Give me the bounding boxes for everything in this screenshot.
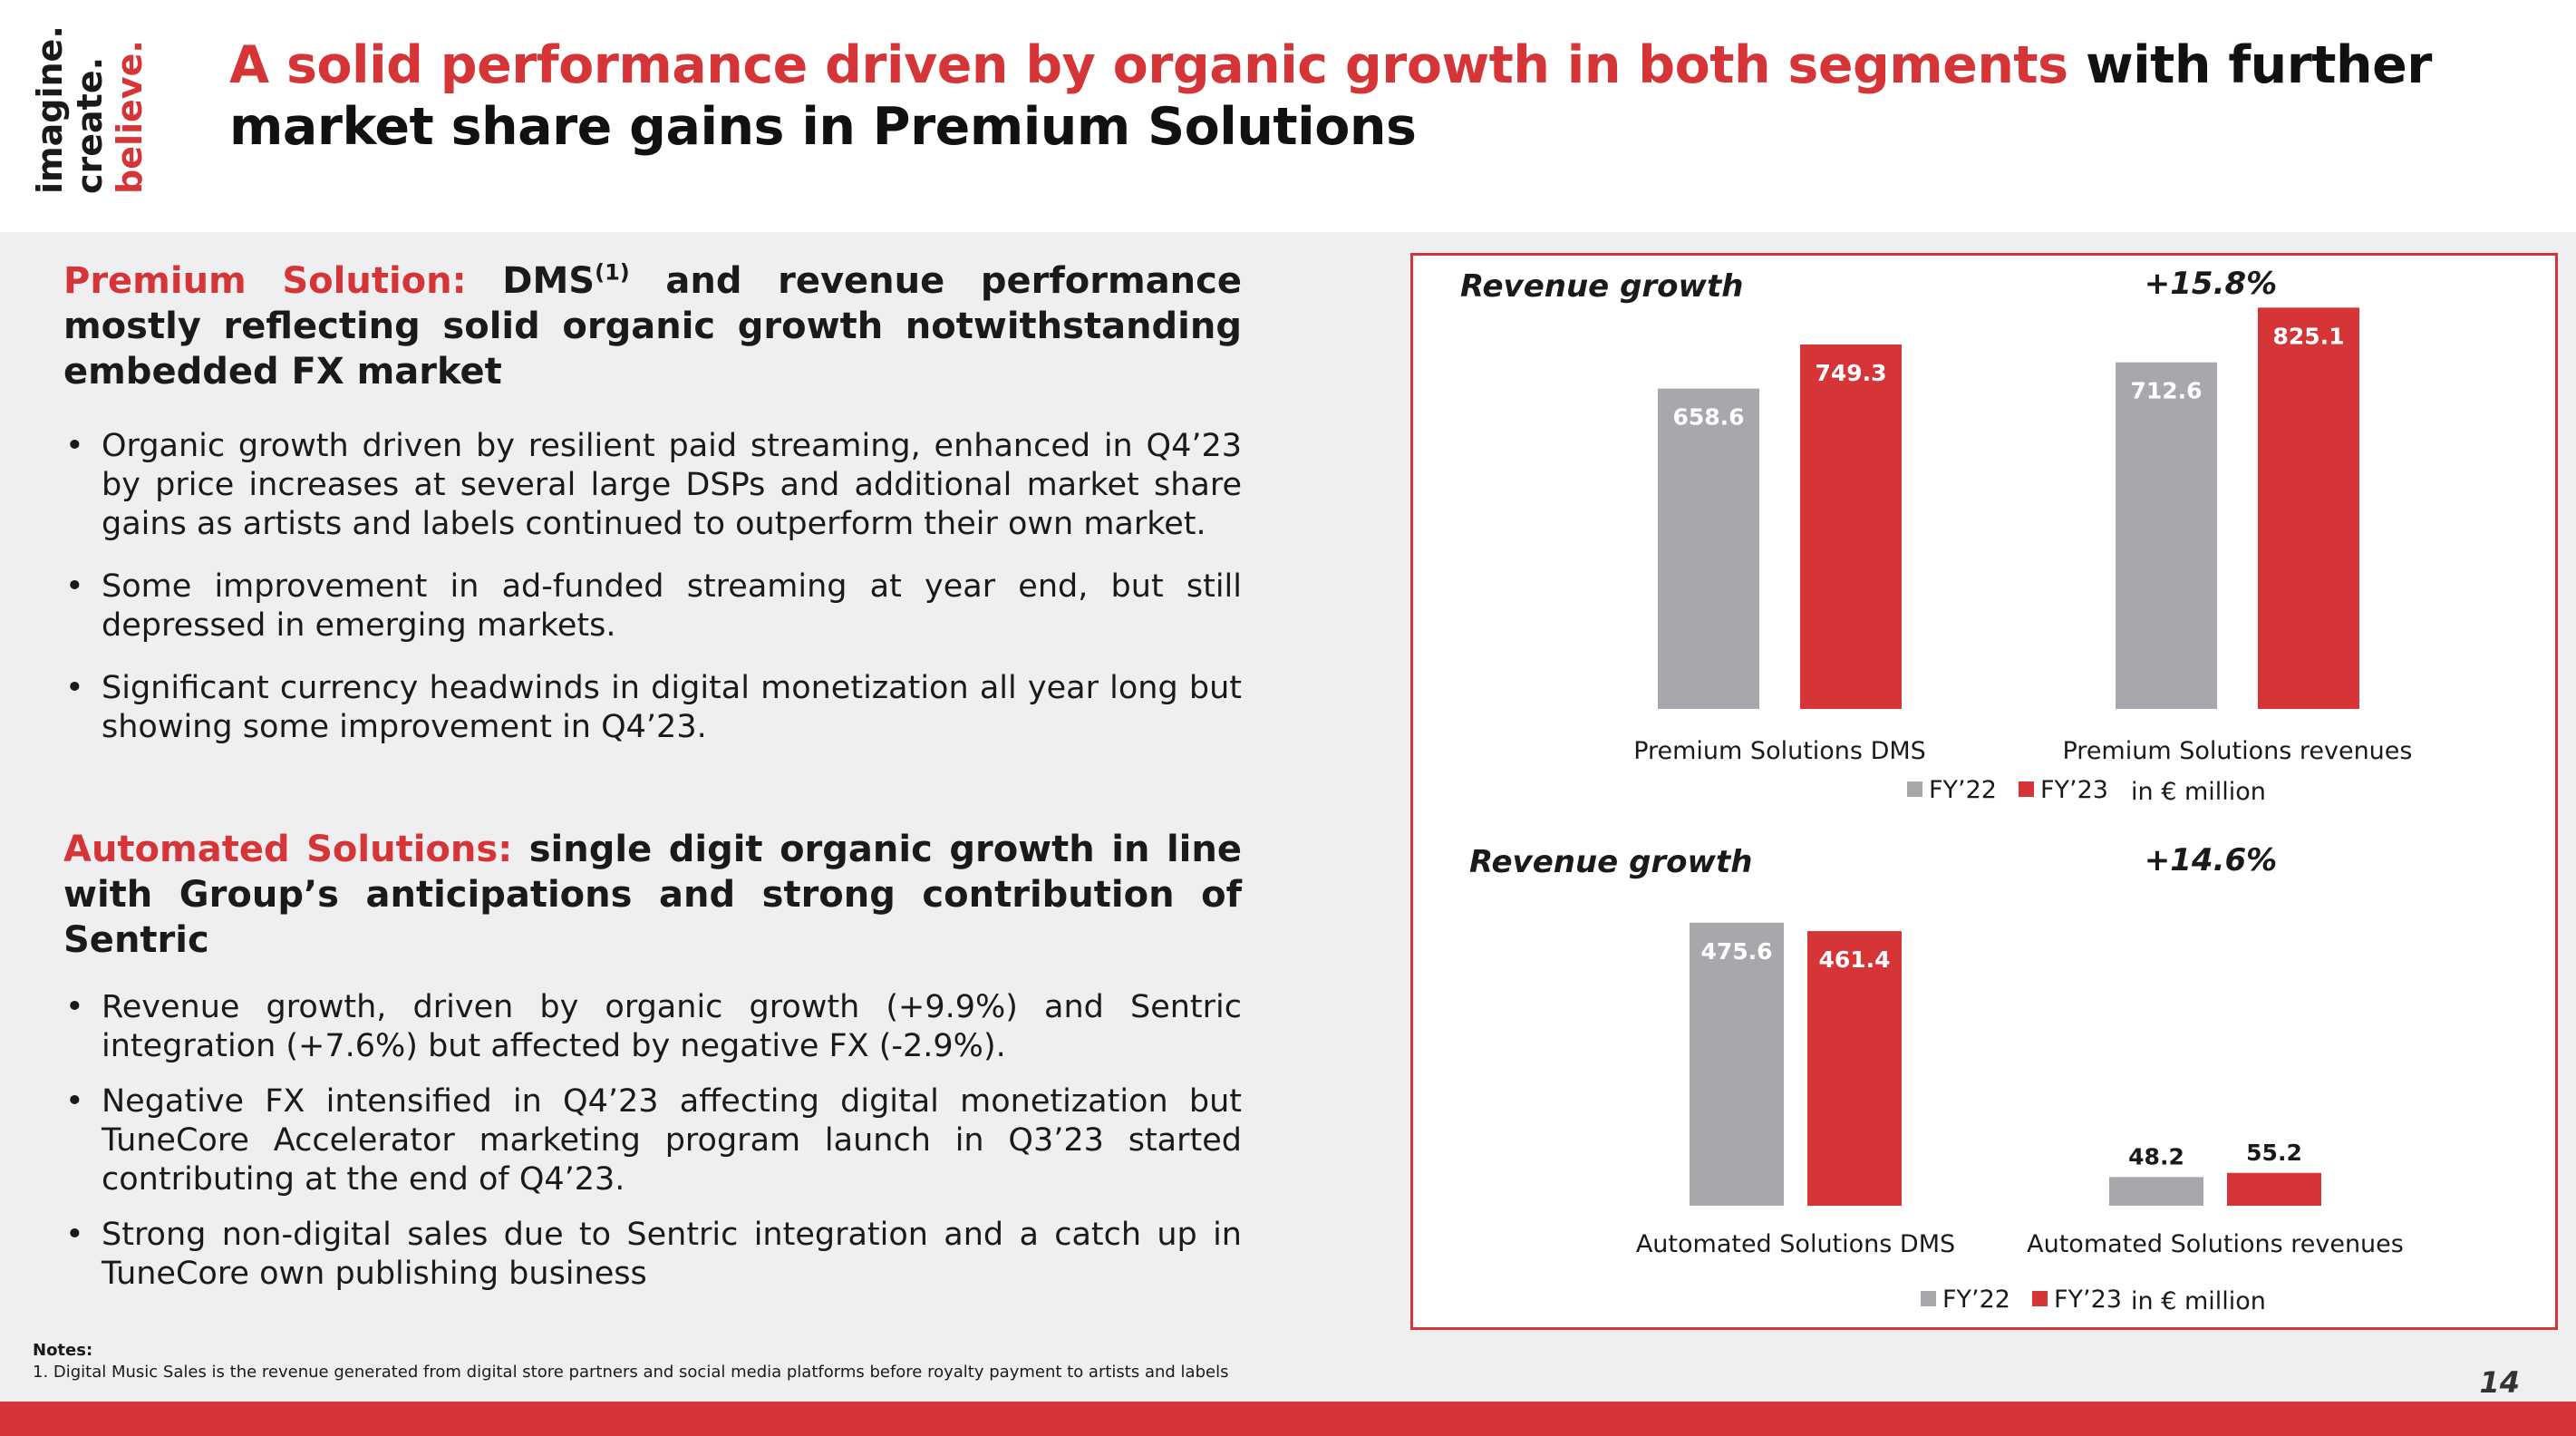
note-item: 1. Digital Music Sales is the revenue ge… (33, 1363, 1229, 1382)
legend-label: FY’23 (2054, 1286, 2122, 1314)
commentary-panel: Premium Solution: DMS(1) and revenue per… (63, 258, 1242, 1294)
list-item: • Significant currency headwinds in digit… (65, 670, 1242, 745)
unit-note: in € million (2131, 1287, 2266, 1315)
page-title-rest: with further market share gains in Premi… (229, 35, 2432, 157)
chart-panel: Revenue growth +15.8% 658.6 749.3 Premium So… (1410, 253, 2558, 1330)
page-title-highlight: A solid performance driven by organic gr… (229, 35, 2068, 95)
bar-fy23 (1807, 931, 1902, 1206)
list-item: • Negative FX intensified in Q4’23 affect… (65, 1083, 1242, 1198)
bar-fy22 (2116, 362, 2217, 709)
data-label: 461.4 (1818, 946, 1890, 973)
legend-swatch (1921, 1291, 1936, 1306)
bullet-text: Some improvement in ad-funded streaming … (102, 568, 1242, 644)
logo-line-imagine: imagine. (30, 25, 70, 194)
data-label: 48.2 (2128, 1143, 2184, 1169)
premium-heading-label: Premium Solution: (63, 260, 467, 302)
growth-annotation: +14.6% (2145, 842, 2277, 878)
unit-note: in € million (2131, 778, 2266, 806)
premium-heading-text: and revenue performance mostly reflectin… (63, 260, 1242, 393)
bar-fy22 (1690, 922, 1784, 1206)
legend-swatch (1907, 781, 1922, 797)
list-item: • Organic growth driven by resilient paid… (65, 428, 1242, 542)
growth-annotation: +15.8% (2145, 266, 2277, 302)
legend-label: FY’22 (1929, 776, 1997, 804)
bar-fy23 (1800, 344, 1902, 709)
data-label: 825.1 (2272, 323, 2344, 349)
premium-bullets: • Organic growth driven by resilient paid… (63, 427, 1242, 747)
bar-fy22 (2109, 1177, 2203, 1206)
data-label: 55.2 (2246, 1140, 2302, 1166)
automated-heading-label: Automated Solutions: (63, 829, 513, 870)
page-title: A solid performance driven by organic gr… (229, 34, 2513, 158)
bar-fy22 (1658, 388, 1759, 709)
chart-title: Revenue growth (1460, 268, 1743, 305)
category-label: Automated Solutions revenues (2027, 1230, 2404, 1258)
footnote-ref: (1) (595, 259, 630, 286)
chart-title: Revenue growth (1469, 844, 1752, 880)
notes: Notes: 1. Digital Music Sales is the rev… (33, 1340, 1483, 1383)
data-label: 658.6 (1672, 404, 1744, 431)
page-number: 14 (2479, 1365, 2520, 1400)
automated-heading: Automated Solutions: single digit organi… (63, 827, 1242, 963)
bar-charts: Revenue growth +15.8% 658.6 749.3 Premium So… (1460, 266, 2413, 1315)
category-label: Premium Solutions revenues (2063, 737, 2413, 765)
notes-title: Notes: (33, 1341, 93, 1360)
bar-fy23 (2258, 307, 2359, 709)
bullet-text: Revenue growth, driven by organic growth… (102, 989, 1242, 1064)
logo-line-believe: believe. (110, 40, 150, 194)
legend-swatch (2032, 1291, 2048, 1306)
company-logo: imagine. create. believe. (30, 25, 150, 194)
bullet-text: Negative FX intensified in Q4’23 affecti… (102, 1083, 1242, 1198)
bullet-text: Significant currency headwinds in digita… (102, 670, 1242, 745)
automated-bullets: • Revenue growth, driven by organic growt… (63, 988, 1242, 1294)
data-label: 475.6 (1700, 938, 1772, 965)
bullet-text: Strong non-digital sales due to Sentric … (102, 1217, 1242, 1292)
premium-heading: Premium Solution: DMS(1) and revenue per… (63, 258, 1242, 394)
slide-header: imagine. create. believe. A solid perfor… (0, 0, 2576, 232)
legend-label: FY’23 (2040, 776, 2108, 804)
list-item: • Strong non-digital sales due to Sentric… (65, 1217, 1242, 1292)
category-label: Automated Solutions DMS (1636, 1230, 1955, 1258)
legend-swatch (2019, 781, 2034, 797)
list-item: • Revenue growth, driven by organic growt… (65, 989, 1242, 1064)
automated-heading-text: single digit organic growth in line with… (63, 829, 1243, 961)
list-item: • Some improvement in ad-funded streaming… (65, 568, 1242, 644)
legend-label: FY’22 (1942, 1286, 2010, 1314)
bullet-text: Organic growth driven by resilient paid … (102, 428, 1242, 542)
premium-heading-dms: DMS (466, 260, 596, 302)
logo-line-create: create. (70, 57, 110, 194)
footer-bar (0, 1402, 2576, 1436)
category-label: Premium Solutions DMS (1633, 737, 1926, 765)
data-label: 749.3 (1815, 360, 1886, 386)
bar-fy23 (2227, 1172, 2321, 1206)
data-label: 712.6 (2130, 378, 2202, 404)
